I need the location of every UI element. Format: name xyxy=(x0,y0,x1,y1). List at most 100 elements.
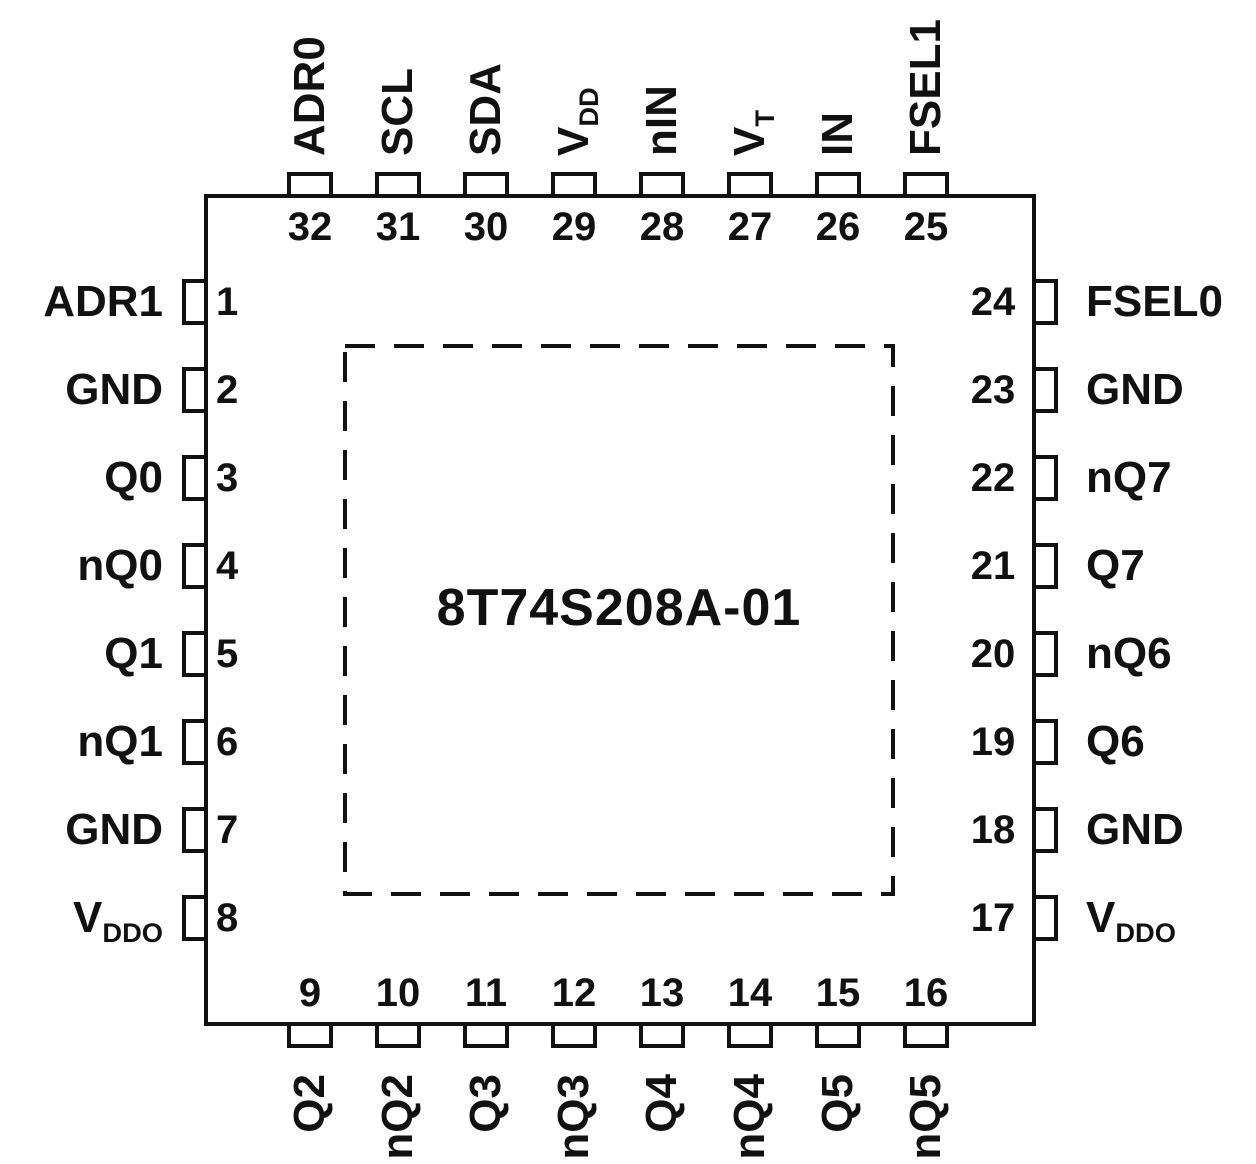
pin-stub-5 xyxy=(182,631,208,677)
pin-label-18: GND xyxy=(1086,805,1184,854)
pin-stub-16 xyxy=(903,1022,949,1048)
pin-stub-31 xyxy=(375,172,421,198)
pin-label-6: nQ1 xyxy=(77,717,163,766)
pin-number-28: 28 xyxy=(639,205,685,249)
pin-stub-23 xyxy=(1032,367,1058,413)
pin-stub-22 xyxy=(1032,455,1058,501)
pin-number-2: 2 xyxy=(216,368,239,412)
pin-number-12: 12 xyxy=(551,971,597,1015)
pin-number-11: 11 xyxy=(464,971,508,1015)
pin-number-24: 24 xyxy=(970,280,1016,324)
pin-stub-32 xyxy=(287,172,333,198)
pin-stub-30 xyxy=(463,172,509,198)
pin-number-31: 31 xyxy=(375,205,421,249)
pin-stub-6 xyxy=(182,719,208,765)
pin-number-32: 32 xyxy=(287,205,333,249)
pin-number-13: 13 xyxy=(639,971,685,1015)
pin-label-11: Q3 xyxy=(461,1074,510,1133)
pin-number-22: 22 xyxy=(970,456,1016,500)
pin-stub-11 xyxy=(463,1022,509,1048)
pin-label-12: nQ3 xyxy=(549,1074,598,1160)
pin-stub-19 xyxy=(1032,719,1058,765)
pin-number-18: 18 xyxy=(970,808,1016,852)
pin-stub-2 xyxy=(182,367,208,413)
pin-label-16: nQ5 xyxy=(901,1074,950,1160)
pin-number-19: 19 xyxy=(970,720,1016,764)
pin-number-5: 5 xyxy=(216,632,239,676)
pin-label-10: nQ2 xyxy=(373,1074,422,1160)
pin-number-6: 6 xyxy=(216,720,239,764)
pin-number-3: 3 xyxy=(216,456,239,500)
pin-stub-26 xyxy=(815,172,861,198)
pin-label-25: FSEL1 xyxy=(901,19,950,156)
pin-label-2: GND xyxy=(65,365,163,414)
pin-stub-10 xyxy=(375,1022,421,1048)
pin-number-9: 9 xyxy=(298,971,322,1015)
pin-label-1: ADR1 xyxy=(43,277,163,326)
pin-label-4: nQ0 xyxy=(77,541,163,590)
pin-number-21: 21 xyxy=(970,544,1016,588)
pin-stub-14 xyxy=(727,1022,773,1048)
pin-stub-18 xyxy=(1032,807,1058,853)
pin-stub-27 xyxy=(727,172,773,198)
pin-stub-20 xyxy=(1032,631,1058,677)
pin-label-14: nQ4 xyxy=(725,1074,774,1160)
pin-stub-8 xyxy=(182,895,208,941)
pin-number-25: 25 xyxy=(903,205,949,249)
pin-stub-29 xyxy=(551,172,597,198)
pin-number-7: 7 xyxy=(216,808,239,852)
pin-label-19: Q6 xyxy=(1086,717,1145,766)
pin-number-20: 20 xyxy=(970,632,1016,676)
pin-stub-15 xyxy=(815,1022,861,1048)
pin-label-23: GND xyxy=(1086,365,1184,414)
pin-stub-4 xyxy=(182,543,208,589)
pin-label-20: nQ6 xyxy=(1086,629,1172,678)
pin-stub-1 xyxy=(182,279,208,325)
pin-stub-7 xyxy=(182,807,208,853)
pin-number-1: 1 xyxy=(216,280,239,324)
pin-stub-24 xyxy=(1032,279,1058,325)
pin-label-9: Q2 xyxy=(285,1074,334,1133)
pin-label-24: FSEL0 xyxy=(1086,277,1223,326)
pin-stub-17 xyxy=(1032,895,1058,941)
pin-label-17: VDDO xyxy=(1086,893,1176,948)
pin-label-32: ADR0 xyxy=(285,36,334,156)
pin-stub-12 xyxy=(551,1022,597,1048)
pin-number-29: 29 xyxy=(551,205,597,249)
pin-stub-21 xyxy=(1032,543,1058,589)
pin-label-29: VDD xyxy=(549,87,604,156)
pin-label-7: GND xyxy=(65,805,163,854)
part-number-label: 8T74S208A-01 xyxy=(436,579,802,637)
pin-number-16: 16 xyxy=(903,971,949,1015)
pin-number-26: 26 xyxy=(815,205,861,249)
pin-number-14: 14 xyxy=(727,971,773,1015)
pin-label-27: VT xyxy=(725,109,780,156)
pin-number-10: 10 xyxy=(375,971,421,1015)
pin-label-31: SCL xyxy=(373,68,422,156)
pin-stub-13 xyxy=(639,1022,685,1048)
pin-number-4: 4 xyxy=(216,544,239,588)
pin-stub-9 xyxy=(287,1022,333,1048)
exposed-pad-outline xyxy=(343,344,895,896)
pin-number-27: 27 xyxy=(727,205,773,249)
pin-number-8: 8 xyxy=(216,896,239,940)
pin-label-26: IN xyxy=(813,112,862,156)
pin-number-30: 30 xyxy=(463,205,509,249)
package-outline xyxy=(204,194,1036,1026)
pin-label-13: Q4 xyxy=(637,1074,686,1133)
pin-label-28: nIN xyxy=(637,85,686,156)
pin-label-8: VDDO xyxy=(73,893,163,948)
pin-label-22: nQ7 xyxy=(1086,453,1172,502)
pin-stub-3 xyxy=(182,455,208,501)
pin-stub-25 xyxy=(903,172,949,198)
pin-number-15: 15 xyxy=(815,971,861,1015)
pin-stub-28 xyxy=(639,172,685,198)
pin-label-5: Q1 xyxy=(104,629,163,678)
pin-label-21: Q7 xyxy=(1086,541,1145,590)
pin-number-17: 17 xyxy=(970,896,1016,940)
pin-label-15: Q5 xyxy=(813,1074,862,1133)
pin-label-3: Q0 xyxy=(104,453,163,502)
pin-number-23: 23 xyxy=(970,368,1016,412)
pin-label-30: SDA xyxy=(461,63,510,156)
